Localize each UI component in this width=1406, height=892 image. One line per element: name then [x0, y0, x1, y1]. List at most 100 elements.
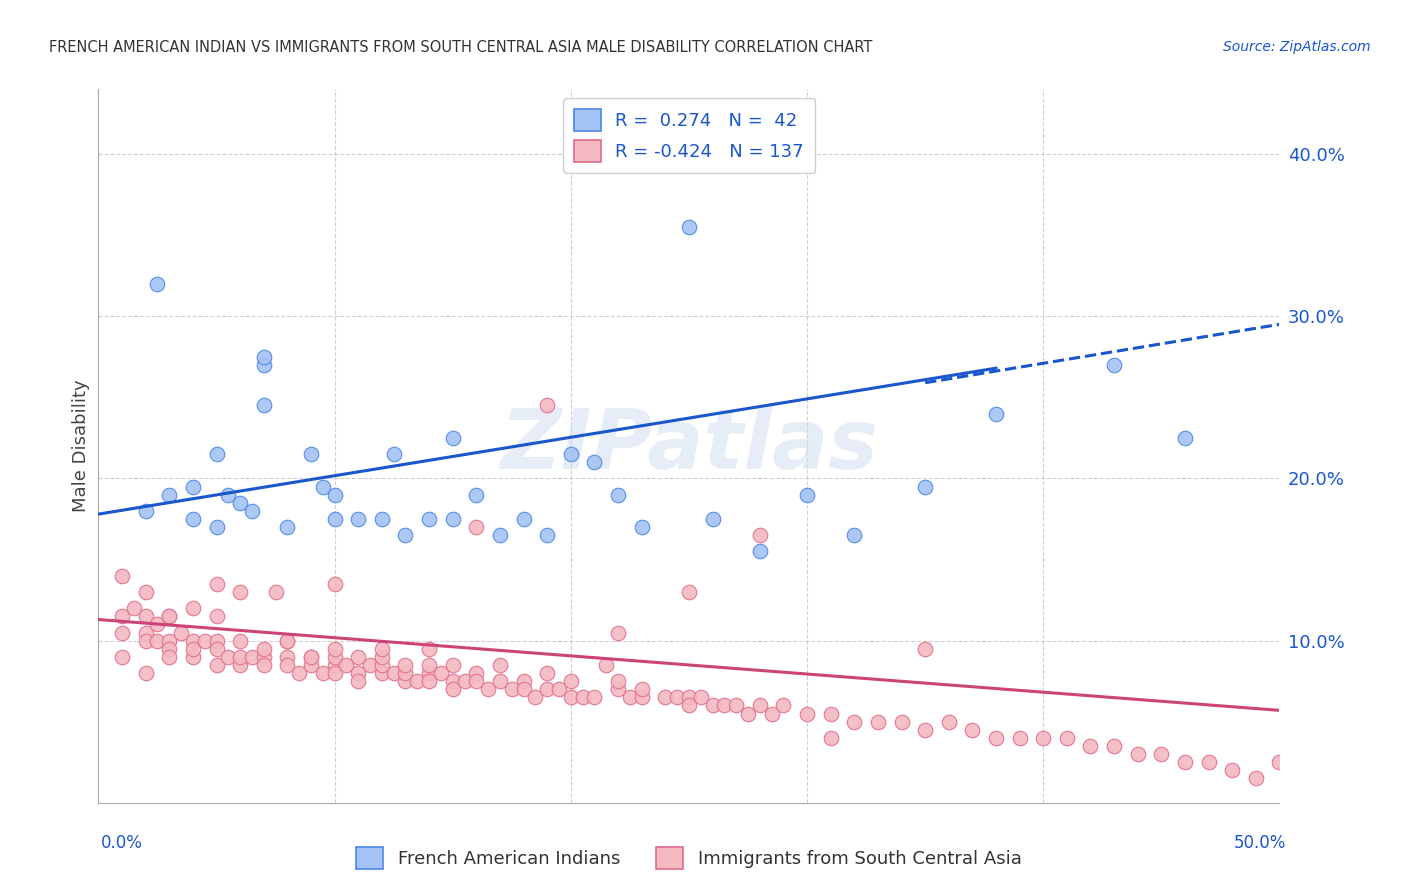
Point: [630, 682, 652, 697]
Point: [548, 682, 571, 697]
Point: [135, 585, 157, 599]
Point: [406, 674, 429, 689]
Point: [323, 657, 346, 672]
Point: [1032, 731, 1054, 745]
Point: [229, 496, 252, 510]
Point: [1268, 756, 1291, 770]
Point: [253, 350, 276, 364]
Point: [181, 649, 204, 664]
Point: [146, 277, 169, 291]
Point: [524, 690, 547, 705]
Point: [441, 682, 464, 697]
Point: [157, 609, 180, 624]
Point: [205, 520, 228, 534]
Point: [512, 682, 534, 697]
Point: [844, 714, 866, 729]
Point: [111, 568, 134, 582]
Point: [1080, 739, 1102, 753]
Point: [560, 690, 582, 705]
Point: [253, 358, 276, 372]
Point: [382, 447, 405, 461]
Point: [595, 657, 617, 672]
Point: [418, 657, 440, 672]
Point: [702, 698, 724, 713]
Point: [347, 649, 370, 664]
Point: [359, 657, 381, 672]
Point: [253, 649, 276, 664]
Point: [1174, 431, 1197, 445]
Point: [181, 479, 204, 493]
Point: [571, 690, 593, 705]
Point: [371, 657, 394, 672]
Point: [984, 407, 1007, 421]
Point: [441, 431, 464, 445]
Point: [418, 512, 440, 526]
Point: [654, 690, 676, 705]
Point: [607, 488, 630, 502]
Point: [914, 723, 936, 737]
Point: [253, 657, 276, 672]
Point: [205, 633, 228, 648]
Point: [394, 666, 416, 681]
Point: [276, 633, 298, 648]
Point: [157, 649, 180, 664]
Point: [276, 649, 298, 664]
Point: [217, 649, 239, 664]
Point: [1056, 731, 1078, 745]
Point: [890, 714, 912, 729]
Point: [181, 641, 204, 656]
Point: [938, 714, 960, 729]
Point: [844, 528, 866, 542]
Point: [418, 666, 440, 681]
Point: [678, 585, 700, 599]
Point: [737, 706, 759, 721]
Point: [157, 641, 180, 656]
Point: [820, 731, 842, 745]
Point: [135, 609, 157, 624]
Point: [678, 698, 700, 713]
Point: [253, 641, 276, 656]
Point: [583, 690, 606, 705]
Point: [453, 674, 475, 689]
Point: [748, 544, 770, 558]
Point: [347, 512, 370, 526]
Text: Source: ZipAtlas.com: Source: ZipAtlas.com: [1223, 40, 1371, 54]
Point: [560, 447, 582, 461]
Point: [111, 625, 134, 640]
Point: [666, 690, 689, 705]
Point: [323, 641, 346, 656]
Point: [194, 633, 217, 648]
Point: [1102, 358, 1125, 372]
Point: [441, 512, 464, 526]
Point: [111, 649, 134, 664]
Point: [229, 585, 252, 599]
Point: [205, 609, 228, 624]
Point: [335, 657, 357, 672]
Point: [276, 520, 298, 534]
Point: [465, 488, 488, 502]
Point: [394, 528, 416, 542]
Point: [914, 479, 936, 493]
Point: [253, 399, 276, 413]
Point: [820, 706, 842, 721]
Point: [229, 657, 252, 672]
Point: [135, 625, 157, 640]
Point: [678, 690, 700, 705]
Point: [772, 698, 794, 713]
Point: [146, 633, 169, 648]
Point: [748, 698, 770, 713]
Point: [441, 674, 464, 689]
Point: [205, 657, 228, 672]
Point: [501, 682, 523, 697]
Point: [122, 601, 145, 615]
Point: [619, 690, 641, 705]
Point: [229, 649, 252, 664]
Point: [1174, 756, 1197, 770]
Point: [702, 512, 724, 526]
Point: [536, 399, 558, 413]
Point: [796, 488, 818, 502]
Legend: French American Indians, Immigrants from South Central Asia: French American Indians, Immigrants from…: [349, 839, 1029, 876]
Point: [135, 666, 157, 681]
Point: [181, 601, 204, 615]
Point: [1126, 747, 1149, 761]
